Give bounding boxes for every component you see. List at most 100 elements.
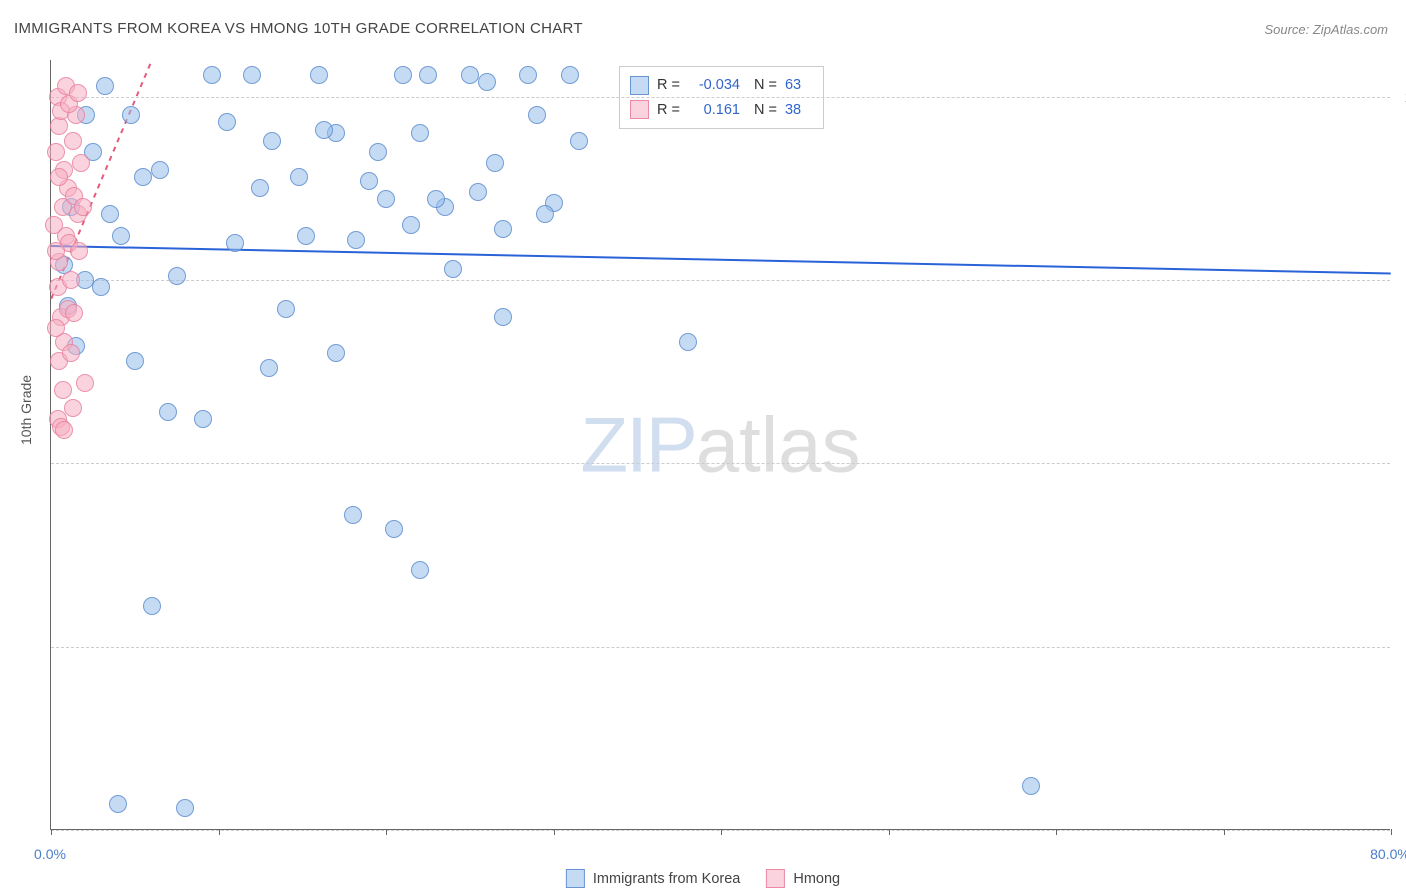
scatter-point	[360, 172, 378, 190]
scatter-point	[70, 242, 88, 260]
scatter-point	[194, 410, 212, 428]
x-tick	[889, 829, 890, 835]
stats-legend-row: R = -0.034 N = 63	[630, 73, 813, 98]
scatter-point	[112, 227, 130, 245]
scatter-point	[72, 154, 90, 172]
scatter-point	[536, 205, 554, 223]
legend-item: Immigrants from Korea	[566, 869, 740, 888]
y-tick-label: 95.0%	[1397, 272, 1406, 288]
scatter-point	[47, 242, 65, 260]
scatter-point	[243, 66, 261, 84]
scatter-point	[168, 267, 186, 285]
scatter-point	[126, 352, 144, 370]
x-tick	[1224, 829, 1225, 835]
x-tick	[219, 829, 220, 835]
scatter-point	[62, 271, 80, 289]
scatter-point	[62, 344, 80, 362]
y-tick-label: 80.0%	[1397, 822, 1406, 838]
stat-r-label: R =	[657, 73, 680, 98]
scatter-point	[419, 66, 437, 84]
scatter-point	[96, 77, 114, 95]
scatter-point	[109, 795, 127, 813]
x-tick	[721, 829, 722, 835]
trend-line	[51, 245, 1391, 275]
stat-r-value: 0.161	[688, 98, 740, 123]
scatter-point	[494, 308, 512, 326]
scatter-point	[369, 143, 387, 161]
gridline-h	[51, 463, 1390, 464]
stat-n-value: 38	[785, 98, 813, 123]
scatter-point	[226, 234, 244, 252]
x-tick	[51, 829, 52, 835]
scatter-point	[69, 84, 87, 102]
scatter-point	[679, 333, 697, 351]
legend-item: Hmong	[766, 869, 840, 888]
scatter-point	[74, 198, 92, 216]
legend-label: Hmong	[793, 871, 840, 887]
scatter-point	[251, 179, 269, 197]
scatter-point	[151, 161, 169, 179]
scatter-point	[402, 216, 420, 234]
scatter-point	[277, 300, 295, 318]
scatter-point	[260, 359, 278, 377]
scatter-point	[45, 216, 63, 234]
gridline-h	[51, 97, 1390, 98]
x-tick	[554, 829, 555, 835]
legend-swatch	[566, 869, 585, 888]
scatter-point	[290, 168, 308, 186]
watermark-part1: ZIP	[580, 400, 695, 488]
stat-n-label: N =	[754, 73, 777, 98]
legend-swatch	[630, 76, 649, 95]
source-attribution: Source: ZipAtlas.com	[1264, 22, 1388, 37]
scatter-point	[203, 66, 221, 84]
scatter-plot-area: ZIPatlas R =-0.034N =63R =0.161N =38 80.…	[50, 60, 1390, 830]
y-tick-label: 100.0%	[1397, 89, 1406, 105]
scatter-point	[55, 421, 73, 439]
scatter-point	[122, 106, 140, 124]
scatter-point	[385, 520, 403, 538]
x-tick	[386, 829, 387, 835]
scatter-point	[92, 278, 110, 296]
scatter-point	[377, 190, 395, 208]
stat-n-value: 63	[785, 73, 813, 98]
scatter-point	[176, 799, 194, 817]
scatter-point	[64, 132, 82, 150]
scatter-point	[561, 66, 579, 84]
scatter-point	[1022, 777, 1040, 795]
scatter-point	[134, 168, 152, 186]
gridline-h	[51, 647, 1390, 648]
legend-swatch	[630, 100, 649, 119]
gridline-h	[51, 280, 1390, 281]
scatter-point	[528, 106, 546, 124]
x-tick	[1391, 829, 1392, 835]
scatter-point	[47, 143, 65, 161]
scatter-point	[143, 597, 161, 615]
watermark-part2: atlas	[696, 400, 861, 488]
watermark: ZIPatlas	[580, 399, 860, 490]
scatter-point	[427, 190, 445, 208]
scatter-point	[47, 319, 65, 337]
scatter-point	[297, 227, 315, 245]
x-tick-label: 80.0%	[1370, 846, 1406, 862]
x-tick-label: 0.0%	[34, 846, 66, 862]
scatter-point	[315, 121, 333, 139]
series-legend: Immigrants from Korea Hmong	[566, 869, 840, 888]
scatter-point	[478, 73, 496, 91]
scatter-point	[411, 124, 429, 142]
scatter-point	[486, 154, 504, 172]
scatter-point	[344, 506, 362, 524]
scatter-point	[76, 374, 94, 392]
stat-r-value: -0.034	[688, 73, 740, 98]
stats-legend-row: R =0.161N =38	[630, 98, 813, 123]
scatter-point	[411, 561, 429, 579]
scatter-point	[54, 381, 72, 399]
scatter-point	[347, 231, 365, 249]
scatter-point	[65, 304, 83, 322]
scatter-point	[159, 403, 177, 421]
legend-swatch	[766, 869, 785, 888]
scatter-point	[64, 399, 82, 417]
scatter-point	[570, 132, 588, 150]
scatter-point	[218, 113, 236, 131]
scatter-point	[310, 66, 328, 84]
scatter-point	[327, 344, 345, 362]
